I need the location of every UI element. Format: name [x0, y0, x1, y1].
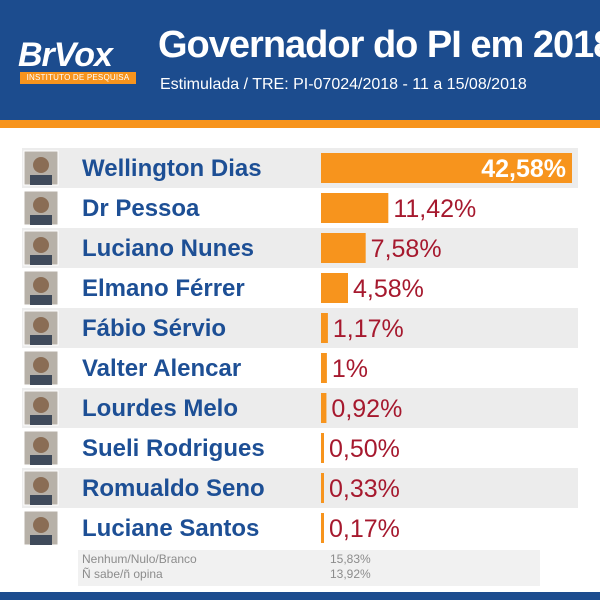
value-label: 7,58% [371, 235, 442, 263]
value-bar [321, 473, 324, 503]
candidate-photo-head [33, 437, 49, 453]
other-responses-box [78, 550, 540, 586]
logo-tagline: INSTITUTO DE PESQUISA [20, 72, 136, 84]
candidate-photo-head [33, 397, 49, 413]
candidate-photo-shoulders [30, 375, 52, 385]
candidate-photo-shoulders [30, 215, 52, 225]
candidate-name: Wellington Dias [82, 155, 262, 182]
page-subtitle: Estimulada / TRE: PI-07024/2018 - 11 a 1… [160, 76, 527, 93]
value-label: 0,92% [331, 395, 402, 423]
poll-bar-chart: Wellington Dias 42,58% Dr Pessoa 11,42% Luci… [22, 148, 578, 586]
candidate-photo-shoulders [30, 535, 52, 545]
candidate-photo-shoulders [30, 335, 52, 345]
candidate-photo-shoulders [30, 495, 52, 505]
value-bar [321, 313, 328, 343]
other-response-value: 13,92% [330, 567, 371, 581]
row-background [22, 468, 578, 508]
candidate-photo-shoulders [30, 255, 52, 265]
candidate-photo-head [33, 237, 49, 253]
row-background [22, 388, 578, 428]
header-accent-stripe [0, 120, 600, 128]
value-label: 42,58% [481, 155, 566, 183]
candidate-name: Sueli Rodrigues [82, 435, 265, 462]
logo-wordmark: BrVox [18, 36, 113, 74]
candidate-name: Valter Alencar [82, 355, 241, 382]
value-bar [321, 393, 327, 423]
value-label: 1,17% [333, 315, 404, 343]
value-bar [321, 233, 366, 263]
other-response-label: Ñ sabe/ñ opina [82, 567, 163, 581]
page-title: Governador do PI em 2018 [158, 24, 600, 66]
value-label: 4,58% [353, 275, 424, 303]
row-background [22, 308, 578, 348]
footer-strip [0, 592, 600, 600]
header-banner: BrVox INSTITUTO DE PESQUISA Governador d… [0, 0, 600, 120]
candidate-photo-head [33, 477, 49, 493]
candidate-photo-head [33, 197, 49, 213]
brvox-logo: BrVox INSTITUTO DE PESQUISA [18, 38, 138, 86]
candidate-photo-shoulders [30, 175, 52, 185]
value-label: 0,50% [329, 435, 400, 463]
value-bar [321, 153, 572, 183]
candidate-name: Luciane Santos [82, 515, 259, 542]
candidate-photo-shoulders [30, 295, 52, 305]
candidate-photo-head [33, 517, 49, 533]
candidate-name: Fábio Sérvio [82, 315, 226, 342]
candidate-name: Luciano Nunes [82, 235, 254, 262]
candidate-photo-shoulders [30, 455, 52, 465]
other-response-value: 15,83% [330, 552, 371, 566]
candidate-name: Lourdes Melo [82, 395, 238, 422]
value-label: 1% [332, 355, 368, 383]
candidate-photo-head [33, 157, 49, 173]
value-bar [321, 353, 327, 383]
value-bar [321, 193, 389, 223]
other-response-label: Nenhum/Nulo/Branco [82, 552, 197, 566]
candidate-photo-head [33, 277, 49, 293]
value-label: 0,17% [329, 515, 400, 543]
value-label: 11,42% [393, 195, 476, 223]
candidate-name: Romualdo Seno [82, 475, 265, 502]
value-bar [321, 433, 324, 463]
candidate-name: Dr Pessoa [82, 195, 200, 222]
value-label: 0,33% [329, 475, 400, 503]
candidate-photo-head [33, 317, 49, 333]
candidate-photo-shoulders [30, 415, 52, 425]
row-background [22, 228, 578, 268]
candidate-photo-head [33, 357, 49, 373]
value-bar [321, 513, 324, 543]
value-bar [321, 273, 348, 303]
candidate-name: Elmano Férrer [82, 275, 245, 302]
